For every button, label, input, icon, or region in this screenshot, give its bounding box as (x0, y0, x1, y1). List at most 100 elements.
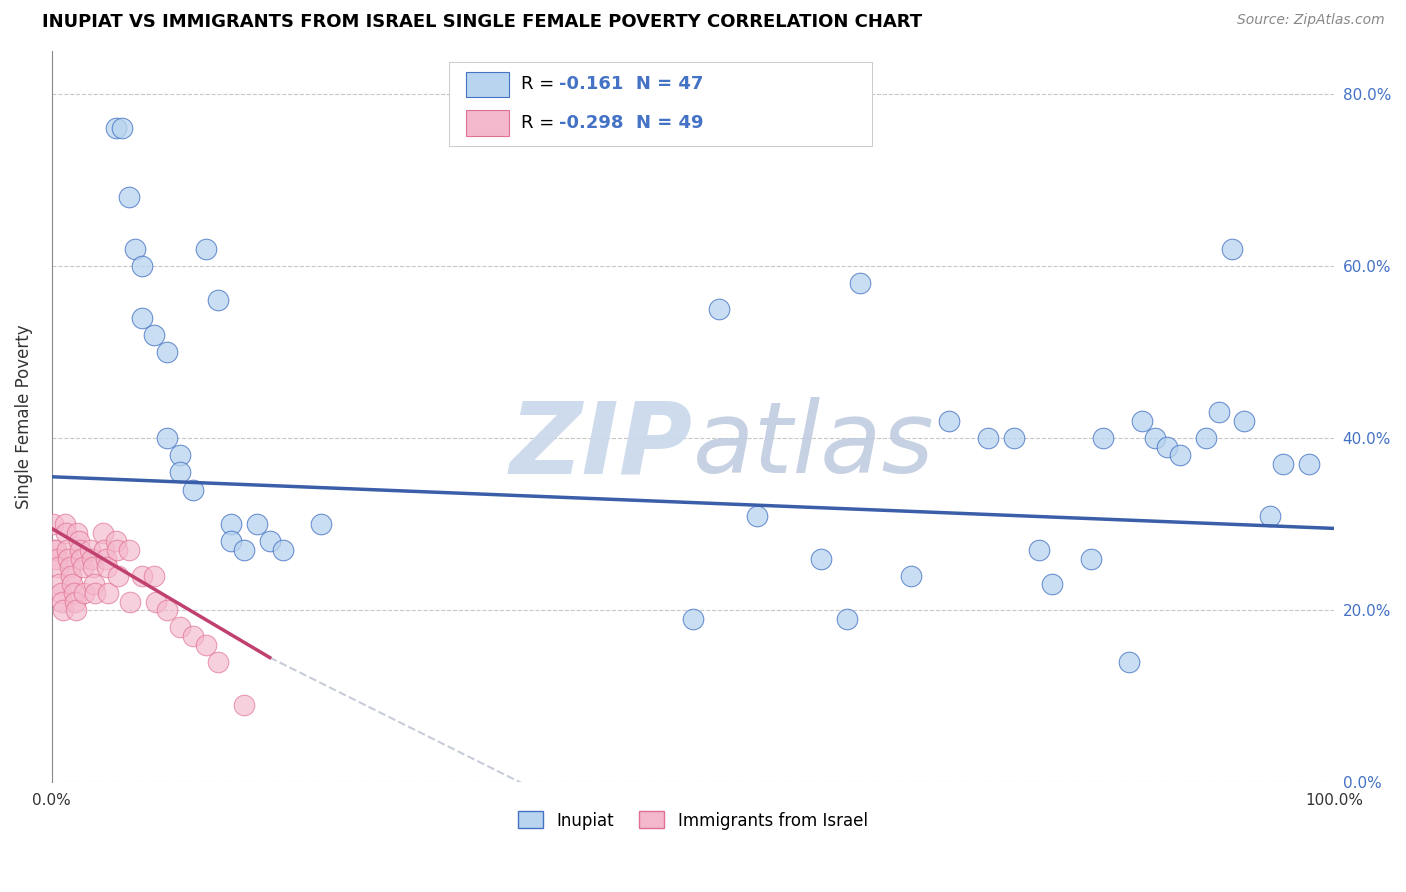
Point (56, 543, 79, 558)
Point (46, 560, 69, 574)
Point (682, 612, 704, 626)
Point (94, 551, 117, 566)
Point (233, 543, 256, 558)
Point (65, 603, 87, 617)
Point (835, 612, 858, 626)
Point (70, 551, 93, 566)
Point (207, 655, 229, 669)
Point (207, 293, 229, 308)
Point (156, 603, 179, 617)
Point (707, 301, 730, 316)
Text: ZIP: ZIP (510, 397, 693, 494)
Point (181, 629, 204, 643)
Point (1143, 431, 1166, 445)
Point (51, 594, 73, 608)
Point (118, 594, 141, 608)
Point (84, 586, 107, 600)
Point (246, 517, 269, 532)
Text: atlas: atlas (693, 397, 935, 494)
Point (111, 121, 134, 136)
Point (221, 534, 243, 549)
Point (131, 310, 153, 325)
Point (259, 534, 281, 549)
Point (45, 543, 67, 558)
Point (271, 543, 294, 558)
Point (1040, 577, 1063, 591)
Point (1233, 414, 1256, 428)
Point (143, 568, 166, 582)
Point (82, 560, 104, 574)
Point (181, 483, 204, 497)
Point (44, 543, 66, 558)
Point (80, 551, 103, 566)
Text: Source: ZipAtlas.com: Source: ZipAtlas.com (1237, 13, 1385, 28)
Point (83, 577, 105, 591)
Point (156, 431, 179, 445)
Point (1118, 655, 1140, 669)
Point (1220, 242, 1243, 256)
Point (66, 525, 89, 540)
Point (169, 448, 191, 462)
Point (62, 586, 84, 600)
Point (48, 577, 70, 591)
Point (118, 543, 141, 558)
Point (194, 242, 217, 256)
Point (1258, 508, 1281, 523)
Point (72, 560, 94, 574)
Point (67, 534, 90, 549)
Point (59, 568, 82, 582)
Point (169, 620, 191, 634)
Point (810, 551, 832, 566)
Point (42, 517, 65, 532)
Point (1271, 457, 1294, 471)
Point (93, 543, 115, 558)
Point (63, 594, 86, 608)
Point (45, 551, 67, 566)
Point (104, 534, 127, 549)
Point (97, 586, 120, 600)
Point (1028, 543, 1050, 558)
Point (309, 517, 332, 532)
Text: INUPIAT VS IMMIGRANTS FROM ISRAEL SINGLE FEMALE POVERTY CORRELATION CHART: INUPIAT VS IMMIGRANTS FROM ISRAEL SINGLE… (42, 13, 922, 31)
Legend: Inupiat, Immigrants from Israel: Inupiat, Immigrants from Israel (512, 805, 875, 836)
Point (233, 698, 256, 712)
Point (1092, 431, 1115, 445)
Point (745, 508, 768, 523)
Point (1156, 440, 1178, 454)
Point (1080, 551, 1102, 566)
Point (58, 551, 80, 566)
Point (156, 345, 179, 359)
Point (49, 586, 72, 600)
Point (53, 517, 76, 532)
Point (52, 603, 75, 617)
Point (1208, 405, 1230, 419)
Point (105, 543, 128, 558)
Point (194, 638, 217, 652)
Point (69, 543, 91, 558)
Point (79, 543, 101, 558)
Point (848, 276, 870, 290)
Point (131, 568, 153, 582)
Point (55, 525, 77, 540)
Point (60, 577, 83, 591)
Point (91, 525, 114, 540)
Point (143, 327, 166, 342)
Point (977, 431, 1000, 445)
Point (1002, 431, 1025, 445)
Point (1130, 414, 1153, 428)
Point (938, 414, 960, 428)
Point (1298, 457, 1320, 471)
Y-axis label: Single Female Poverty: Single Female Poverty (15, 324, 32, 508)
Point (118, 190, 141, 204)
Point (1168, 448, 1191, 462)
Point (169, 466, 191, 480)
Point (107, 568, 129, 582)
Point (124, 242, 146, 256)
Point (73, 586, 96, 600)
Point (96, 560, 118, 574)
Point (59, 560, 82, 574)
Point (221, 517, 243, 532)
Point (104, 121, 127, 136)
Point (131, 259, 153, 273)
Point (1195, 431, 1218, 445)
